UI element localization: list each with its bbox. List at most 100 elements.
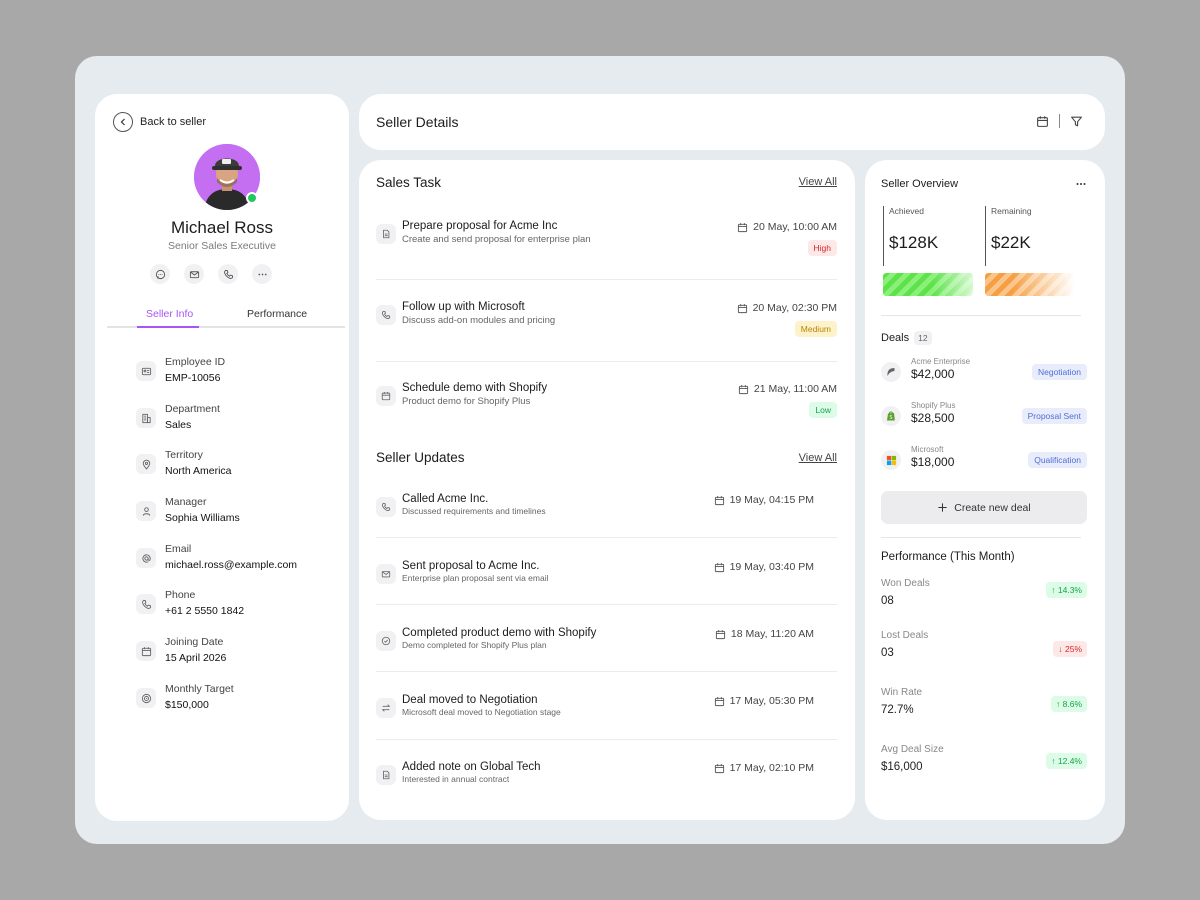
calendar-icon bbox=[136, 641, 156, 661]
update-item[interactable]: Added note on Global Tech Interested in … bbox=[376, 761, 837, 801]
info-manager: Manager Sophia Williams bbox=[136, 495, 240, 527]
update-item[interactable]: Sent proposal to Acme Inc. Enterprise pl… bbox=[376, 560, 837, 600]
chevron-left-icon bbox=[113, 112, 133, 132]
sales-task-view-all-link[interactable]: View All bbox=[798, 176, 837, 188]
at-icon bbox=[136, 548, 156, 568]
deal-value: $18,000 bbox=[911, 455, 955, 469]
task-date: 20 May, 10:00 AM bbox=[737, 221, 837, 233]
perf-lost-deals: Lost Deals 03 ↓ 25% bbox=[881, 630, 1087, 659]
sales-task-title: Sales Task bbox=[376, 175, 442, 190]
update-date: 19 May, 03:40 PM bbox=[714, 561, 814, 573]
tab-seller-info[interactable]: Seller Info bbox=[146, 308, 194, 320]
remaining-value: $22K bbox=[991, 233, 1031, 252]
priority-badge: High bbox=[807, 240, 837, 256]
task-date-text: 20 May, 02:30 PM bbox=[752, 302, 837, 314]
perf-delta-badge: ↓ 25% bbox=[1053, 641, 1087, 657]
info-monthly-target: Monthly Target $150,000 bbox=[136, 682, 234, 714]
info-label: Manager bbox=[165, 496, 207, 508]
user-icon bbox=[136, 501, 156, 521]
create-new-deal-label: Create new deal bbox=[954, 501, 1031, 514]
tab-performance[interactable]: Performance bbox=[247, 308, 308, 320]
update-date: 17 May, 02:10 PM bbox=[714, 762, 814, 774]
mail-icon[interactable] bbox=[184, 264, 204, 284]
divider bbox=[376, 739, 837, 740]
task-item[interactable]: Schedule demo with Shopify Product demo … bbox=[376, 382, 837, 442]
plus-icon bbox=[938, 503, 947, 512]
update-description: Discussed requirements and timelines bbox=[402, 506, 546, 516]
calendar-icon bbox=[714, 763, 724, 773]
info-value: Sophia Williams bbox=[165, 512, 240, 524]
seller-name: Michael Ross bbox=[170, 218, 274, 237]
active-tab-indicator bbox=[137, 326, 199, 328]
more-icon[interactable] bbox=[252, 264, 272, 284]
info-label: Department bbox=[165, 403, 220, 415]
avatar bbox=[194, 144, 260, 210]
info-label: Employee ID bbox=[165, 356, 226, 368]
swap-arrows-icon bbox=[376, 698, 396, 718]
perf-value: 08 bbox=[881, 595, 894, 607]
update-item[interactable]: Called Acme Inc. Discussed requirements … bbox=[376, 493, 837, 533]
remaining-label: Remaining bbox=[991, 206, 1032, 216]
info-phone: Phone +61 2 5550 1842 bbox=[136, 588, 244, 620]
task-item[interactable]: Prepare proposal for Acme Inc Create and… bbox=[376, 220, 837, 280]
divider bbox=[881, 537, 1081, 538]
seller-updates-view-all-link[interactable]: View All bbox=[798, 452, 837, 464]
perf-delta: 12.4% bbox=[1057, 756, 1082, 766]
task-description: Create and send proposal for enterprise … bbox=[402, 234, 591, 245]
priority-badge: Medium bbox=[794, 321, 837, 337]
update-item[interactable]: Deal moved to Negotiation Microsoft deal… bbox=[376, 694, 837, 734]
task-title: Prepare proposal for Acme Inc bbox=[402, 220, 558, 232]
header-actions bbox=[1036, 114, 1083, 128]
online-status-dot bbox=[246, 192, 258, 204]
task-date: 21 May, 11:00 AM bbox=[738, 383, 837, 395]
info-value: 15 April 2026 bbox=[165, 652, 227, 664]
task-date-text: 21 May, 11:00 AM bbox=[753, 383, 837, 395]
update-date-text: 19 May, 03:40 PM bbox=[729, 561, 814, 573]
deal-company: Shopify Plus bbox=[911, 401, 956, 410]
calendar-icon bbox=[738, 384, 749, 394]
update-title: Added note on Global Tech bbox=[402, 761, 541, 773]
seller-role: Senior Sales Executive bbox=[168, 240, 276, 252]
info-value: Sales bbox=[165, 419, 192, 431]
info-value: +61 2 5550 1842 bbox=[165, 605, 245, 617]
deals-header: Deals 12 bbox=[881, 331, 932, 345]
deal-value: $28,500 bbox=[911, 411, 955, 425]
calendar-icon[interactable] bbox=[1036, 115, 1049, 128]
update-item[interactable]: Completed product demo with Shopify Demo… bbox=[376, 627, 837, 667]
deal-stage-badge: Negotiation bbox=[1031, 364, 1087, 380]
info-label: Joining Date bbox=[165, 636, 224, 648]
remaining-kpi: Remaining $22K bbox=[985, 206, 1032, 266]
create-new-deal-button[interactable]: Create new deal bbox=[881, 491, 1087, 524]
remaining-progress-bar bbox=[985, 273, 1075, 296]
back-label: Back to seller bbox=[140, 116, 207, 128]
back-to-seller-link[interactable]: Back to seller bbox=[113, 112, 206, 132]
info-department: Department Sales bbox=[136, 402, 220, 434]
deal-item[interactable]: Acme Enterprise $42,000 Negotiation bbox=[881, 357, 1087, 387]
seller-profile-panel: Back to seller Michael Ross Senior Sales… bbox=[95, 94, 349, 821]
task-item[interactable]: Follow up with Microsoft Discuss add-on … bbox=[376, 301, 837, 361]
filter-icon[interactable] bbox=[1070, 115, 1083, 128]
more-icon[interactable] bbox=[1075, 178, 1087, 190]
acme-logo-icon bbox=[881, 362, 901, 382]
achieved-value: $128K bbox=[889, 233, 939, 252]
perf-label: Avg Deal Size bbox=[881, 744, 944, 755]
deal-item[interactable]: S Shopify Plus $28,500 Proposal Sent bbox=[881, 401, 1087, 431]
perf-value: 03 bbox=[881, 647, 894, 659]
mail-icon bbox=[376, 564, 396, 584]
deal-value: $42,000 bbox=[911, 367, 955, 381]
info-label: Monthly Target bbox=[165, 683, 234, 695]
chat-icon[interactable] bbox=[150, 264, 170, 284]
contact-actions bbox=[150, 264, 272, 284]
activity-panel: Sales Task View All Prepare proposal for… bbox=[359, 160, 855, 820]
info-label: Phone bbox=[165, 589, 196, 601]
phone-icon bbox=[376, 497, 396, 517]
phone-icon[interactable] bbox=[218, 264, 238, 284]
info-territory: Territory North America bbox=[136, 448, 232, 480]
check-circle-icon bbox=[376, 631, 396, 651]
building-icon bbox=[136, 408, 156, 428]
perf-win-rate: Win Rate 72.7% ↑ 8.6% bbox=[881, 687, 1087, 716]
deal-item[interactable]: Microsoft $18,000 Qualification bbox=[881, 445, 1087, 475]
calendar-icon bbox=[737, 303, 747, 313]
calendar-icon bbox=[715, 629, 726, 639]
header-divider bbox=[1059, 114, 1060, 128]
